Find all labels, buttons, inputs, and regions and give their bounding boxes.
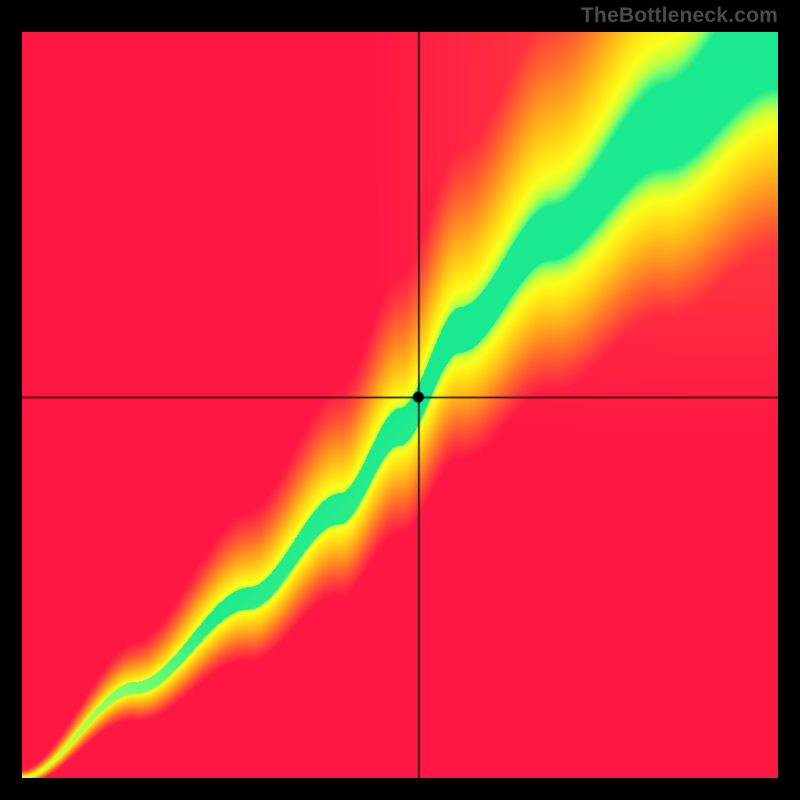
heatmap-canvas bbox=[22, 32, 778, 778]
plot-area bbox=[22, 32, 778, 778]
watermark-text: TheBottleneck.com bbox=[581, 4, 778, 28]
chart-container: TheBottleneck.com bbox=[0, 0, 800, 800]
